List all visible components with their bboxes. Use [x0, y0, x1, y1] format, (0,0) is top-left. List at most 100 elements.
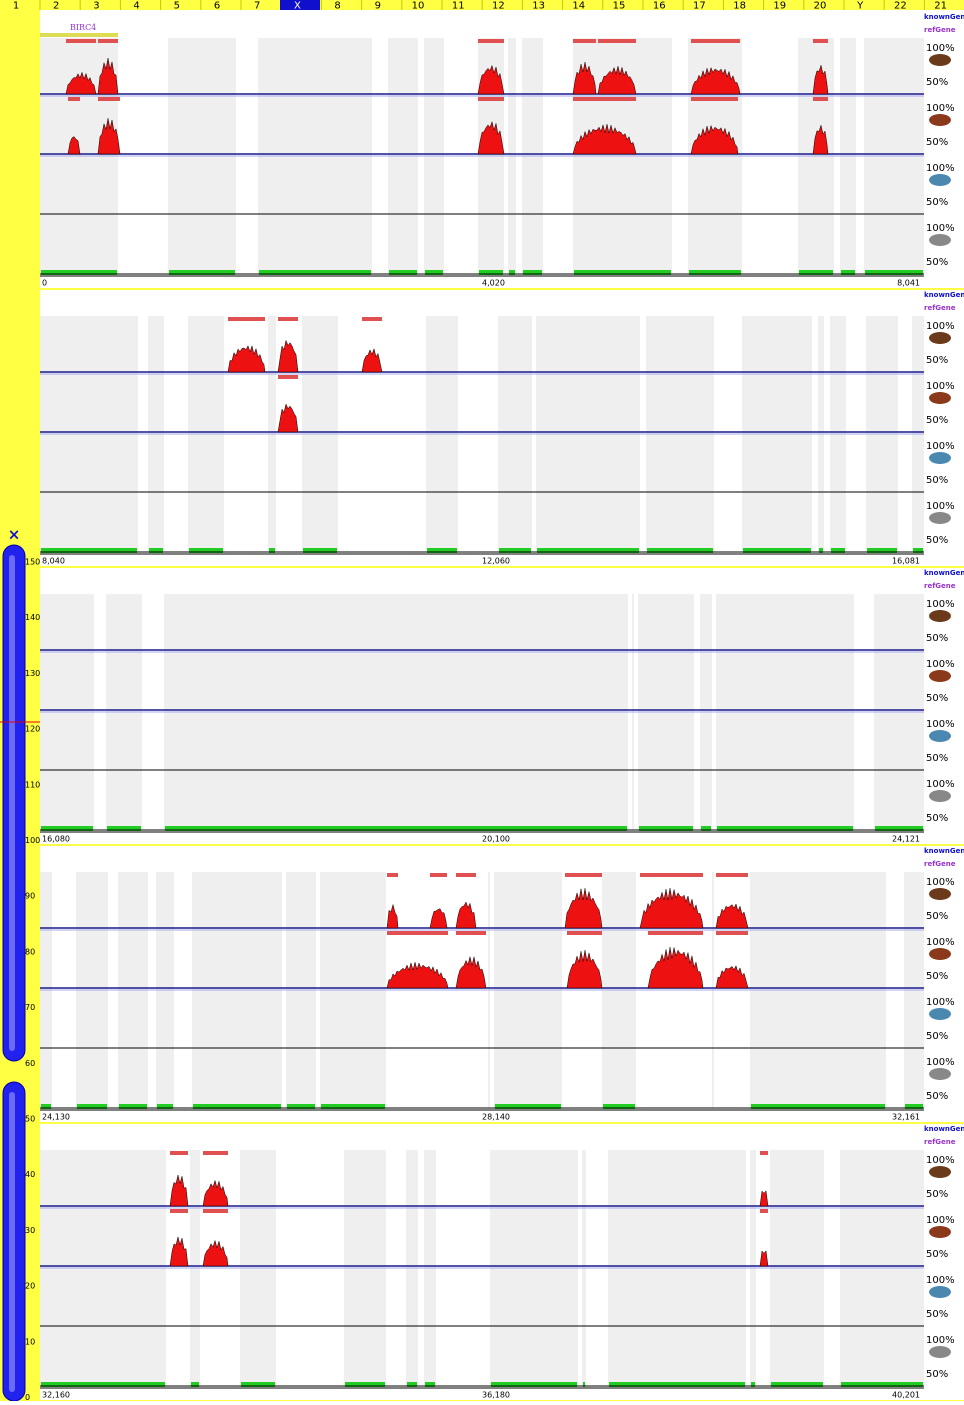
track-ref[interactable]: refGene: [924, 304, 956, 312]
chrom-label[interactable]: 18: [733, 1, 746, 12]
percent-high: 100%: [926, 937, 955, 948]
cns-marker: [98, 39, 118, 43]
cns-marker: [478, 97, 504, 101]
ideogram-tick: 70: [25, 1003, 35, 1012]
conserved-bar: [149, 548, 163, 553]
cns-marker: [598, 39, 636, 43]
chrom-label[interactable]: 13: [532, 1, 545, 12]
conservation-peak: [67, 136, 81, 155]
chrom-label[interactable]: 15: [613, 1, 626, 12]
panel: 100% 50% 100% 50% 100% 50% 100% 50% knownGene ref…: [40, 1125, 964, 1402]
ideogram-tick: 30: [25, 1226, 35, 1235]
chrom-label[interactable]: 5: [174, 1, 180, 12]
cns-marker: [278, 317, 298, 321]
conserved-bar: [77, 1104, 107, 1109]
chrom-label[interactable]: 2: [53, 1, 59, 12]
track-known[interactable]: knownGene: [924, 1125, 964, 1133]
cns-marker: [648, 931, 703, 935]
coord-mid: 4,020: [482, 279, 505, 288]
chrom-selected: [280, 0, 320, 10]
cns-marker: [66, 39, 96, 43]
ideogram-tick: 20: [25, 1282, 35, 1291]
chrom-label[interactable]: 20: [814, 1, 827, 12]
conserved-bar: [41, 1382, 165, 1387]
coord-start: 0: [42, 279, 47, 288]
percent-low: 50%: [926, 1249, 948, 1260]
conservation-peak: [715, 903, 749, 929]
conservation-peak: [455, 901, 477, 929]
chrom-label[interactable]: 12: [492, 1, 505, 12]
track-known[interactable]: knownGene: [924, 291, 964, 299]
conservation-peak: [455, 956, 487, 989]
close-button[interactable]: ×: [8, 526, 21, 544]
chrom-label[interactable]: 14: [572, 1, 585, 12]
species-icon: [929, 452, 951, 464]
conservation-peak: [759, 1190, 769, 1207]
track-ref[interactable]: refGene: [924, 26, 956, 34]
chrom-label[interactable]: 8: [334, 1, 340, 12]
conservation-peak: [429, 908, 448, 929]
chrom-label[interactable]: 21: [934, 1, 947, 12]
cns-marker: [760, 1209, 768, 1213]
gene-name[interactable]: BIRC4: [70, 23, 96, 32]
track-ref[interactable]: refGene: [924, 582, 956, 590]
percent-low: 50%: [926, 911, 948, 922]
ideogram-tick: 140: [25, 613, 40, 622]
conserved-bar: [689, 270, 741, 275]
conservation-peak: [564, 888, 603, 929]
conserved-bar: [875, 826, 923, 831]
chrom-label[interactable]: X: [294, 1, 301, 12]
cns-marker: [456, 931, 486, 935]
cns-marker: [387, 873, 398, 877]
conserved-bar: [841, 1382, 923, 1387]
conserved-bar: [603, 1104, 635, 1109]
conserved-bar: [574, 270, 671, 275]
conservation-peak: [169, 1174, 189, 1207]
track-known[interactable]: knownGene: [924, 13, 964, 21]
coord-start: 16,080: [42, 835, 70, 844]
ideogram-tick: 50: [25, 1115, 35, 1124]
conservation-peak: [572, 123, 637, 155]
conserved-bar: [287, 1104, 315, 1109]
chrom-label[interactable]: Y: [856, 1, 864, 12]
percent-low: 50%: [926, 693, 948, 704]
conservation-peak: [812, 64, 829, 95]
chrom-label[interactable]: 22: [894, 1, 907, 12]
chrom-label[interactable]: 7: [254, 1, 260, 12]
coord-end: 32,161: [892, 1113, 920, 1122]
conserved-bar: [819, 548, 823, 553]
chrom-label[interactable]: 3: [93, 1, 99, 12]
coord-mid: 36,180: [482, 1391, 510, 1400]
gene-bar: [40, 33, 118, 37]
track-known[interactable]: knownGene: [924, 847, 964, 855]
chrom-label[interactable]: 9: [375, 1, 381, 12]
chrom-label[interactable]: 4: [133, 1, 139, 12]
chrom-label[interactable]: 11: [452, 1, 465, 12]
percent-high: 100%: [926, 719, 955, 730]
chrom-label[interactable]: 16: [653, 1, 666, 12]
conserved-bar: [407, 1382, 417, 1387]
chrom-label[interactable]: 1: [13, 1, 19, 12]
ideogram-tick: 100: [25, 836, 40, 845]
percent-low: 50%: [926, 77, 948, 88]
conserved-bar: [41, 270, 117, 275]
species-icon: [929, 610, 951, 622]
track-known[interactable]: knownGene: [924, 569, 964, 577]
conserved-bar: [41, 1104, 51, 1109]
conservation-peak: [97, 58, 119, 95]
track-ref[interactable]: refGene: [924, 860, 956, 868]
track-ref[interactable]: refGene: [924, 1138, 956, 1146]
coord-start: 24,130: [42, 1113, 70, 1122]
chrom-label[interactable]: 6: [214, 1, 220, 12]
coord-mid: 12,060: [482, 557, 510, 566]
chrom-label[interactable]: 10: [412, 1, 425, 12]
ideogram-tick: 130: [25, 669, 40, 678]
conservation-peak: [572, 62, 597, 95]
conserved-bar: [743, 548, 811, 553]
species-icon: [929, 234, 951, 246]
percent-high: 100%: [926, 1057, 955, 1068]
conservation-peak: [97, 118, 121, 155]
species-icon: [929, 174, 951, 186]
chrom-label[interactable]: 19: [773, 1, 786, 12]
chrom-label[interactable]: 17: [693, 1, 706, 12]
